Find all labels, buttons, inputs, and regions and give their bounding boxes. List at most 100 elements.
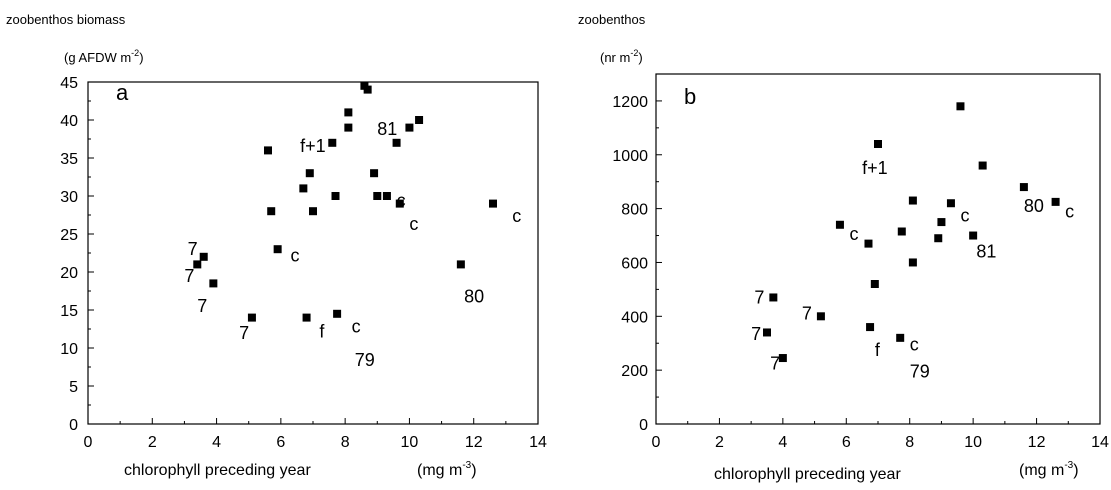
panel-a-x-tick-label: 2	[148, 434, 157, 451]
panel-a-data-point	[247, 313, 256, 322]
panel-a-y-tick-label: 35	[60, 151, 78, 168]
panel-b-x-tick-label: 14	[1091, 434, 1109, 451]
panel-b-data-point	[937, 218, 946, 227]
panel-a-data-point	[370, 169, 379, 178]
panel-a-point-annotation: 7	[188, 239, 198, 259]
panel-b-letter: b	[684, 84, 696, 109]
panel-a-y-unit: (g AFDW m-2)	[64, 48, 144, 65]
panel-b-data-point	[769, 293, 778, 302]
panel-a-y-tick-label: 15	[60, 303, 78, 320]
panel-a-x-tick-label: 4	[212, 434, 221, 451]
panel-b-data-point	[778, 354, 787, 363]
panel-b-point-annotation: 7	[802, 304, 812, 324]
panel-a-point-annotation: 79	[355, 350, 375, 370]
panel-b-point-annotation: c	[849, 224, 858, 244]
panel-a-plot-area	[87, 81, 539, 425]
panel-b-data-point	[816, 312, 825, 321]
panel-a-point-annotation: c	[512, 206, 521, 226]
panel-a-data-point	[333, 309, 342, 318]
panel-a-y-tick-label: 0	[69, 417, 78, 434]
panel-a-x-tick-label: 10	[401, 434, 419, 451]
panel-a-y-tick-label: 30	[60, 189, 78, 206]
panel-b-axes: 0 2 4 6 8 10 12 14 0 200 400 600 800 1000 1200	[612, 94, 1109, 451]
panel-b-x-tick-label: 8	[905, 434, 914, 451]
panel-a-data-point	[373, 192, 382, 200]
panel-b-data-point	[908, 258, 917, 267]
panel-a-point-annotation: 7	[239, 323, 249, 343]
panel-a-point-annotation: 7	[197, 296, 207, 316]
panel-b-y-tick-label: 600	[621, 255, 648, 272]
panel-b-point-annotation: c	[1065, 201, 1074, 221]
panel-a-y-tick-label: 5	[69, 379, 78, 396]
panel-a-letter: a	[116, 80, 129, 105]
panel-a-point-annotation: 81	[377, 119, 397, 139]
panel-b-y-tick-label: 1200	[612, 94, 648, 111]
panel-a-data-point	[405, 123, 414, 132]
panel-a-data-point	[302, 313, 311, 322]
panel-b-points	[763, 102, 1060, 363]
panel-a-data-point	[363, 85, 372, 94]
panel-b-point-annotation: 7	[751, 324, 761, 344]
panel-a-data-point	[415, 116, 424, 124]
panel-b-data-point	[956, 102, 965, 111]
panel-b-point-annotation: 7	[770, 353, 780, 373]
panel-a-data-point	[193, 260, 202, 269]
panel-b-data-point	[866, 323, 875, 332]
panel-b-data-point	[763, 328, 771, 337]
panel-b-x-tick-label: 12	[1028, 434, 1046, 451]
panel-a-y-tick-label: 20	[60, 265, 78, 282]
panel-b-point-annotation: 80	[1024, 196, 1044, 216]
panel-a-data-point	[309, 207, 317, 216]
panel-b-point-annotation: 81	[976, 242, 996, 262]
panel-a-x-unit: (mg m-3)	[417, 460, 477, 479]
panel-b-point-annotation: c	[960, 205, 969, 225]
panel-a-point-annotation: c	[352, 317, 361, 337]
panel-a-points	[193, 81, 497, 322]
panel-a-x-tick-label: 14	[529, 434, 547, 451]
panel-a-x-tick-label: 0	[84, 434, 93, 451]
panel-b-y-tick-label: 800	[621, 202, 648, 219]
panel-a-data-point	[344, 108, 353, 117]
panel-b-point-annotation: c	[910, 335, 919, 355]
panel-a-data-point	[395, 199, 404, 208]
panel-a-x-tick-label: 6	[276, 434, 285, 451]
panel-b-plot-area	[655, 73, 1101, 425]
panel-b-data-point	[835, 220, 844, 229]
panel-b-y-tick-label: 200	[621, 363, 648, 380]
panel-a-point-annotation: c	[291, 245, 300, 265]
panel-a-data-point	[209, 279, 218, 288]
panel-b-data-point	[969, 231, 978, 240]
panel-a-point-annotation: c	[409, 214, 418, 234]
panel-a-title-line1: zoobenthos biomass	[6, 12, 126, 27]
panel-a-data-point	[299, 184, 308, 193]
panel-a-x-tick-label: 8	[341, 434, 350, 451]
panel-a-point-annotation: 80	[464, 286, 484, 306]
panel-b-data-point	[1051, 197, 1060, 206]
panel-a-data-point	[328, 138, 337, 147]
panel-b-data-point	[864, 239, 873, 248]
panel-a-point-annotation: f+1	[300, 136, 326, 156]
panel-b-data-point	[978, 161, 987, 170]
panel-b-y-tick-label: 0	[639, 417, 648, 434]
panel-a-data-point	[344, 123, 353, 132]
panel-a-data-point	[305, 169, 314, 178]
panel-b-point-annotation: 79	[910, 362, 930, 382]
panel-a-data-point	[267, 207, 276, 216]
panel-b-data-point	[874, 140, 882, 148]
panel-b-point-annotation: 7	[754, 287, 764, 307]
panel-b-data-point	[946, 199, 955, 208]
panel-a-data-point	[199, 252, 208, 261]
panel-b-data-point	[908, 196, 917, 205]
panel-a-point-annotation: 7	[184, 266, 194, 286]
panel-b-y-tick-label: 1000	[612, 148, 648, 165]
panel-b-data-point	[897, 227, 906, 236]
panel-a-data-point	[273, 245, 282, 254]
panel-a-data-point	[331, 192, 340, 200]
panel-a-data-point	[382, 192, 391, 200]
panel-b-x-tick-label: 0	[652, 434, 661, 451]
panel-b-y-tick-label: 400	[621, 309, 648, 326]
panel-a-x-tick-label: 12	[465, 434, 483, 451]
